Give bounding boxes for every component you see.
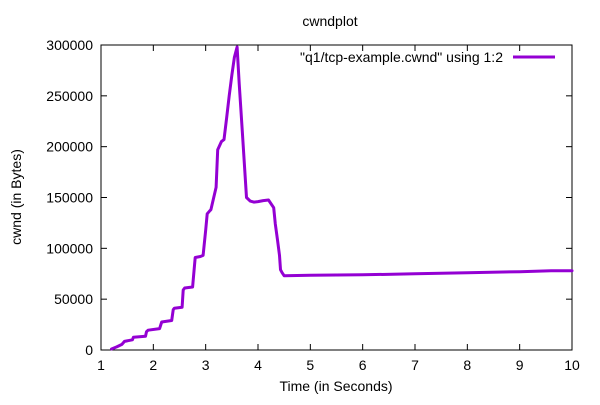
x-tick-label: 4 bbox=[254, 357, 262, 373]
series-line bbox=[110, 45, 574, 351]
x-tick-label: 3 bbox=[202, 357, 210, 373]
y-axis-label: cwnd (in Bytes) bbox=[8, 149, 24, 245]
y-ticks: 0 50000 100000 150000 200000 250000 300000 bbox=[46, 37, 572, 358]
chart-title: cwndplot bbox=[302, 13, 357, 29]
x-tick-label: 8 bbox=[463, 357, 471, 373]
legend: "q1/tcp-example.cwnd" using 1:2 bbox=[300, 49, 555, 65]
series-layer bbox=[110, 45, 574, 351]
x-tick-label: 7 bbox=[411, 357, 419, 373]
legend-label: "q1/tcp-example.cwnd" using 1:2 bbox=[300, 49, 503, 65]
x-tick-label: 1 bbox=[97, 357, 105, 373]
x-axis-label: Time (in Seconds) bbox=[279, 378, 392, 394]
y-tick-label: 150000 bbox=[46, 190, 93, 206]
y-tick-label: 100000 bbox=[46, 240, 93, 256]
x-tick-label: 2 bbox=[149, 357, 157, 373]
x-tick-label: 10 bbox=[564, 357, 580, 373]
plot-frame bbox=[100, 44, 573, 351]
x-tick-label: 9 bbox=[516, 357, 524, 373]
y-tick-label: 300000 bbox=[46, 37, 93, 53]
y-tick-label: 250000 bbox=[46, 88, 93, 104]
y-tick-label: 50000 bbox=[54, 291, 93, 307]
y-tick-label: 200000 bbox=[46, 139, 93, 155]
x-tick-label: 6 bbox=[359, 357, 367, 373]
x-tick-label: 5 bbox=[306, 357, 314, 373]
y-tick-label: 0 bbox=[85, 342, 93, 358]
x-ticks: 1 2 3 4 5 6 7 8 9 10 bbox=[97, 45, 580, 373]
